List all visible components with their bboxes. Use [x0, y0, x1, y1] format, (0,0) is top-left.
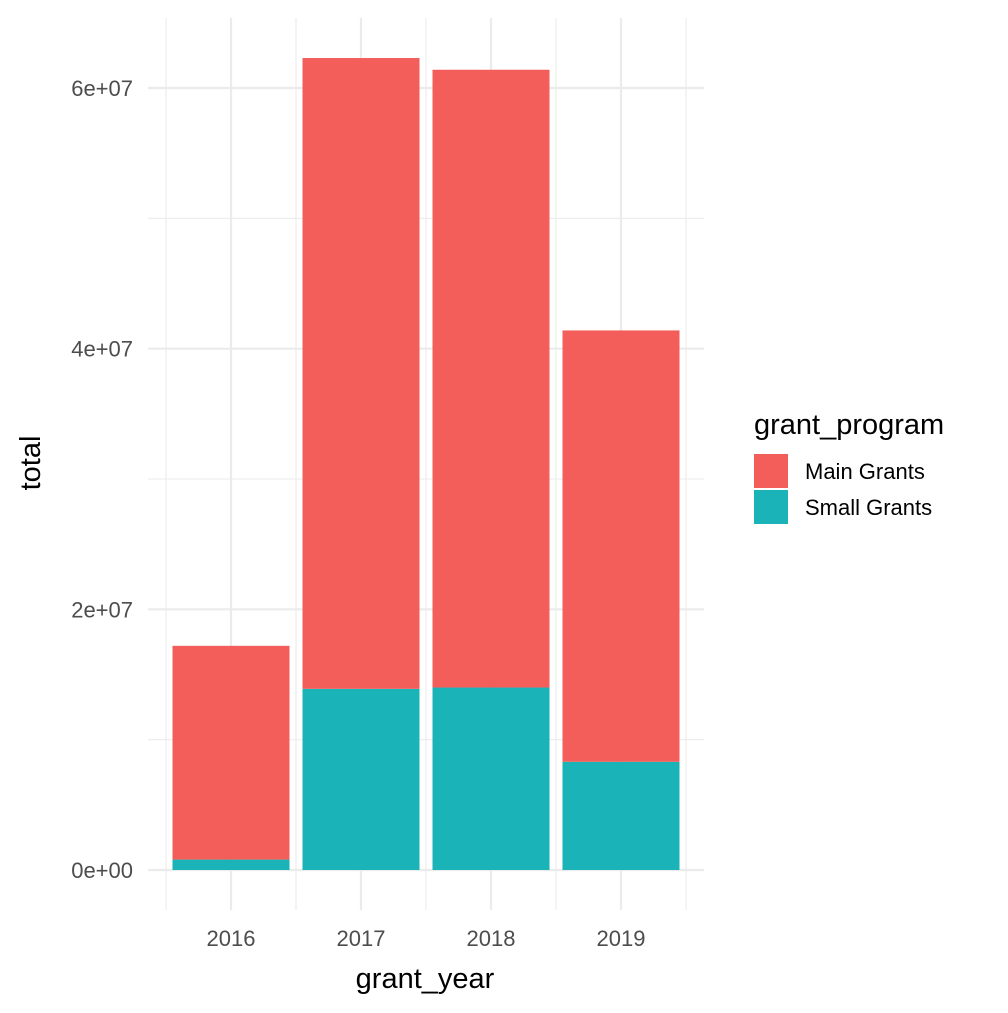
y-tick-label: 6e+07: [71, 76, 133, 101]
legend-items: Main Grants Small Grants: [754, 454, 932, 524]
y-tick-label: 4e+07: [71, 337, 133, 362]
legend-label-main-grants: Main Grants: [805, 459, 925, 484]
y-tick-label: 0e+00: [71, 858, 133, 883]
bars-layer: [172, 58, 680, 870]
bar-small-grants-2019: [562, 761, 680, 870]
x-tick-label: 2019: [597, 926, 646, 951]
bar-small-grants-2017: [302, 688, 420, 870]
bar-main-grants-2019: [562, 330, 680, 762]
bar-main-grants-2016: [172, 645, 290, 860]
x-axis-title: grant_year: [356, 963, 495, 995]
x-tick-label: 2017: [337, 926, 386, 951]
bar-main-grants-2018: [432, 69, 550, 688]
bar-small-grants-2018: [432, 687, 550, 870]
legend: grant_program Main Grants Small Grants: [754, 409, 944, 524]
legend-label-small-grants: Small Grants: [805, 495, 932, 520]
tick-labels: 0e+00 2e+07 4e+07 6e+07 2016 2017 2018 2019: [71, 76, 645, 951]
x-tick-label: 2018: [467, 926, 516, 951]
bar-small-grants-2016: [172, 859, 290, 870]
legend-swatch-main-grants: [754, 454, 788, 488]
y-tick-label: 2e+07: [71, 597, 133, 622]
legend-swatch-small-grants: [754, 490, 788, 524]
y-axis-title: total: [15, 436, 47, 491]
legend-title: grant_program: [754, 409, 944, 441]
bar-main-grants-2017: [302, 58, 420, 689]
x-tick-label: 2016: [207, 926, 256, 951]
